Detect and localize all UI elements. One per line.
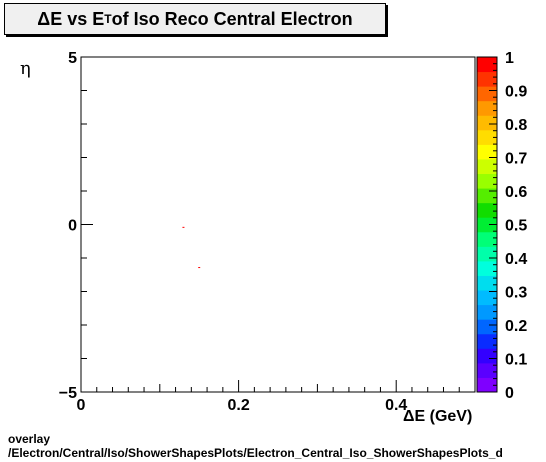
colorbar-label: 0.8 [505, 117, 527, 134]
colorbar-segment [477, 246, 497, 262]
colorbar-segment [477, 348, 497, 364]
colorbar-segment [477, 100, 497, 116]
x-tick-label: 0 [77, 397, 86, 414]
plot-frame [80, 56, 476, 393]
colorbar-label: 0.4 [505, 251, 527, 268]
colorbar-label: 1 [505, 50, 514, 67]
colorbar-segment [477, 129, 497, 145]
colorbar-label: 0.2 [505, 318, 527, 335]
colorbar-segment [477, 71, 497, 87]
colorbar-segment [477, 202, 497, 218]
colorbar-segment [477, 86, 497, 102]
y-tick-label: 0 [68, 218, 77, 235]
colorbar-label: 0.7 [505, 151, 527, 168]
colorbar-segment [477, 144, 497, 160]
colorbar-segment [477, 333, 497, 349]
colorbar-segment [477, 188, 497, 204]
data-point [182, 226, 185, 228]
colorbar-segment [477, 319, 497, 335]
colorbar-segment [477, 304, 497, 320]
colorbar-label: 0.3 [505, 285, 527, 302]
colorbar-segment [477, 115, 497, 131]
x-axis-label: ΔE (GeV) [403, 408, 473, 425]
colorbar-segment [477, 290, 497, 306]
colorbar-segment [477, 217, 497, 233]
colorbar-segment [477, 275, 497, 291]
colorbar-segment [477, 57, 497, 73]
colorbar-segment [477, 173, 497, 189]
x-tick-label: 0.2 [227, 397, 249, 414]
x-tick-label: 0.4 [385, 397, 407, 414]
colorbar-segment [477, 377, 497, 393]
colorbar-label: 0.1 [505, 352, 527, 369]
y-axis-label: η [20, 58, 31, 79]
footer-caption: overlay [8, 432, 51, 446]
colorbar-label: 0 [505, 385, 514, 402]
colorbar-segment [477, 260, 497, 276]
data-point [198, 267, 201, 269]
colorbar-label: 0.9 [505, 84, 527, 101]
footer-path: /Electron/Central/Iso/ShowerShapesPlots/… [8, 446, 503, 460]
y-tick-label: −5 [59, 385, 77, 402]
colorbar-label: 0.5 [505, 218, 527, 235]
colorbar-segment [477, 231, 497, 247]
y-tick-label: 5 [68, 50, 77, 67]
colorbar-segment [477, 158, 497, 175]
colorbar-segment [477, 362, 497, 378]
colorbar-label: 0.6 [505, 184, 527, 201]
